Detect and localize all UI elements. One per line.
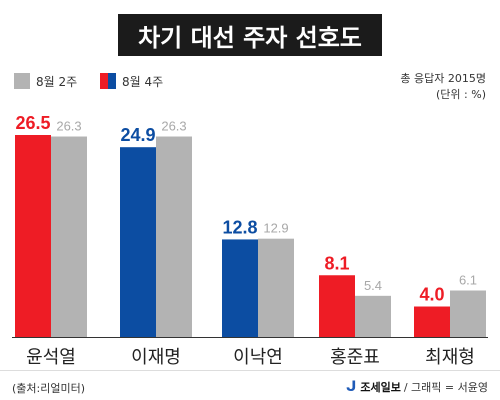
bar-prev — [450, 290, 486, 337]
bar-prev — [355, 295, 391, 337]
bar-curr — [222, 239, 258, 337]
category-label: 이재명 — [131, 347, 181, 368]
credit-text: / 그래픽 = 서윤영 — [403, 381, 488, 394]
bar-prev — [156, 136, 192, 337]
data-label-prev: 26.3 — [56, 119, 81, 134]
legend-curr-label: 8월 4주 — [122, 74, 164, 89]
unit-note: (단위 : %) — [436, 88, 486, 101]
bar-curr — [15, 135, 51, 337]
bar-prev — [258, 238, 294, 337]
source-note: (출처:리얼미터) — [12, 382, 86, 395]
legend-curr-swatch — [100, 73, 116, 89]
category-label: 윤석열 — [26, 347, 76, 368]
chart-title: 차기 대선 주자 선호도 — [118, 14, 382, 56]
data-label-curr: 24.9 — [120, 125, 155, 145]
respondents-note: 총 응답자 2015명 — [400, 72, 486, 85]
data-label-prev: 6.1 — [459, 273, 477, 288]
brand-name: 조세일보 — [360, 381, 401, 394]
credit-note: ᒍ 조세일보 / 그래픽 = 서윤영 — [346, 379, 488, 395]
bar-prev — [51, 136, 87, 337]
bar-curr — [319, 275, 355, 337]
legend-prev-swatch — [14, 73, 30, 89]
category-label: 최재형 — [425, 347, 475, 368]
bar-curr — [414, 306, 450, 337]
category-label: 이낙연 — [233, 347, 283, 368]
data-label-prev: 26.3 — [161, 119, 186, 134]
data-label-curr: 26.5 — [15, 113, 50, 133]
data-label-prev: 5.4 — [364, 278, 382, 293]
data-label-curr: 8.1 — [324, 253, 349, 273]
brand-logo-icon: ᒍ — [345, 379, 357, 395]
legend-prev-label: 8월 2주 — [36, 74, 78, 89]
category-label: 홍준표 — [330, 347, 380, 368]
legend-prev: 8월 2주 — [14, 73, 77, 89]
legend-curr: 8월 4주 — [100, 73, 163, 89]
data-label-curr: 4.0 — [419, 285, 444, 305]
data-label-prev: 12.9 — [263, 221, 288, 236]
bar-curr — [120, 147, 156, 337]
data-label-curr: 12.8 — [222, 217, 257, 237]
